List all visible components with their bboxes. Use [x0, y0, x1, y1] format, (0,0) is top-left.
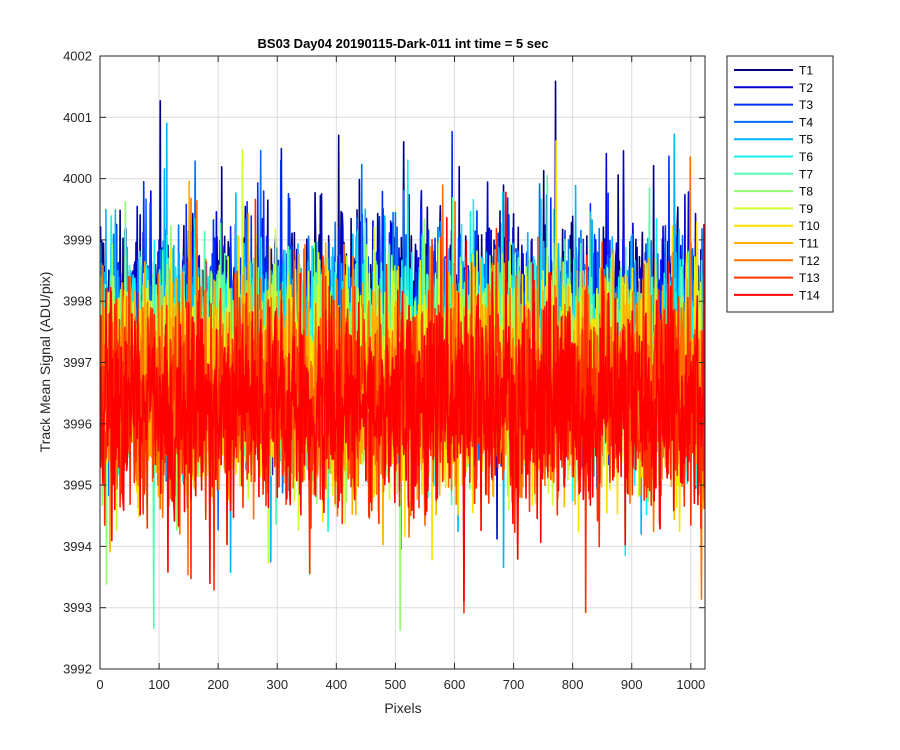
y-tick-label: 3999 — [63, 232, 92, 247]
x-tick-label: 100 — [148, 677, 170, 692]
legend-label-t9: T9 — [799, 202, 813, 216]
x-tick-label: 1000 — [676, 677, 705, 692]
series-line-t14 — [100, 191, 705, 602]
legend-label-t6: T6 — [799, 150, 813, 164]
y-tick-label: 3994 — [63, 539, 92, 554]
x-tick-label: 600 — [444, 677, 466, 692]
y-axis-label: Track Mean Signal (ADU/pix) — [37, 272, 53, 453]
legend: T1 T2 T3 T4 T5 T6 T7 T8 T9 T10 T11 T12 T13 T14 — [726, 55, 834, 313]
y-tick-label: 4000 — [63, 171, 92, 186]
x-tick-label: 400 — [325, 677, 347, 692]
x-tick-label: 700 — [503, 677, 525, 692]
y-axis: 3992 3993 3994 3995 3996 3997 3998 3999 4000 4001… — [63, 49, 705, 677]
y-tick-label: 3996 — [63, 416, 92, 431]
y-tick-label: 3997 — [63, 355, 92, 370]
y-tick-label: 3998 — [63, 294, 92, 309]
x-tick-label: 300 — [266, 677, 288, 692]
legend-label-t10: T10 — [799, 219, 820, 233]
x-tick-label: 800 — [562, 677, 584, 692]
y-tick-label: 4002 — [63, 49, 92, 64]
x-tick-label: 900 — [621, 677, 643, 692]
legend-label-t14: T14 — [799, 288, 820, 302]
x-tick-label: 0 — [96, 677, 103, 692]
x-axis-label: Pixels — [384, 700, 421, 716]
legend-box — [726, 55, 834, 313]
legend-label-t3: T3 — [799, 98, 813, 112]
x-axis: 0 100 200 300 400 500 600 700 800 900 1000 — [96, 56, 705, 692]
legend-label-t7: T7 — [799, 167, 813, 181]
legend-label-t4: T4 — [799, 115, 813, 129]
legend-label-t1: T1 — [799, 64, 813, 78]
chart-title: BS03 Day04 20190115-Dark-011 int time = … — [258, 36, 549, 51]
plot-series — [100, 80, 705, 632]
y-tick-label: 3992 — [63, 662, 92, 677]
legend-label-t13: T13 — [799, 271, 820, 285]
legend-label-t8: T8 — [799, 185, 813, 199]
legend-label-t2: T2 — [799, 81, 813, 95]
legend-label-t5: T5 — [799, 133, 813, 147]
legend-label-t11: T11 — [799, 237, 819, 251]
x-tick-label: 500 — [385, 677, 407, 692]
y-tick-label: 3993 — [63, 600, 92, 615]
x-tick-label: 200 — [207, 677, 229, 692]
y-tick-label: 3995 — [63, 478, 92, 493]
y-tick-label: 4001 — [63, 110, 92, 125]
legend-label-t12: T12 — [799, 254, 820, 268]
